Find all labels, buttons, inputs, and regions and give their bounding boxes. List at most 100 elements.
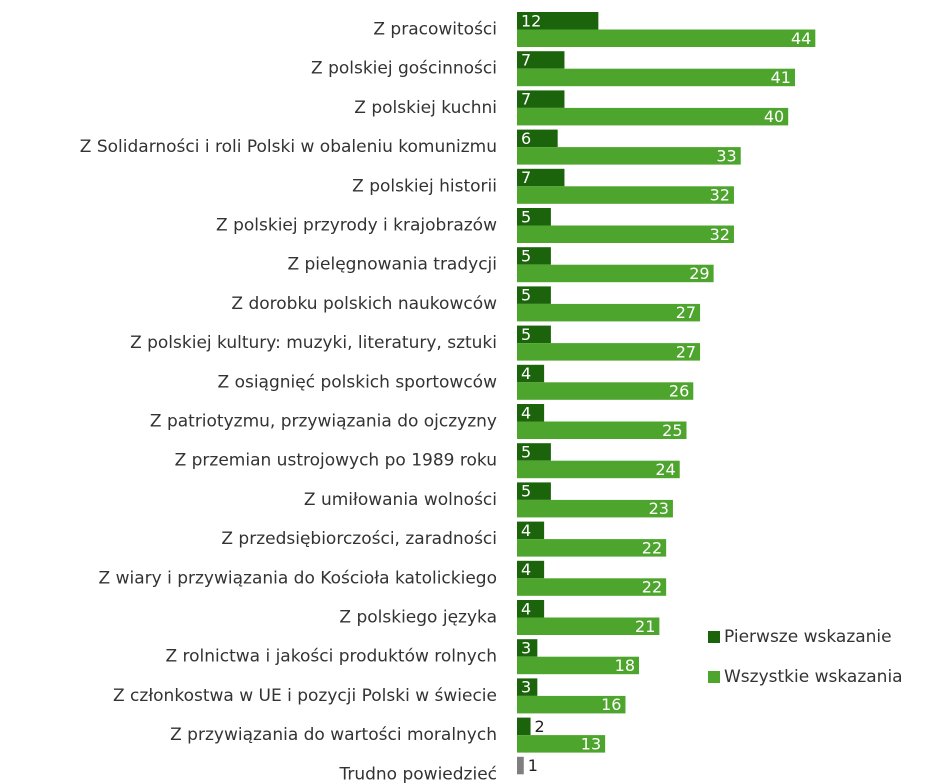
value-label: 4 [521, 364, 531, 383]
value-label: 27 [676, 303, 696, 322]
bar [517, 539, 667, 557]
bar [517, 499, 673, 518]
value-label: 5 [521, 325, 531, 344]
value-label: 13 [581, 734, 601, 753]
category-label: Z przywiązania do wartości moralnych [170, 725, 497, 745]
bar [517, 578, 667, 596]
bar [517, 482, 551, 500]
category-label: Z wiary i przywiązania do Kościoła katol… [99, 568, 497, 588]
category-label: Z pielęgnowania tradycji [287, 255, 497, 275]
category-label: Z członkostwa w UE i pozycji Polski w św… [113, 686, 497, 706]
bar [517, 717, 531, 736]
value-label: 22 [642, 538, 662, 557]
category-label: Z umiłowania wolności [304, 490, 497, 510]
value-label: 7 [521, 168, 531, 187]
value-label: 5 [521, 286, 531, 305]
category-label: Z pracowitości [373, 20, 497, 40]
value-label: 16 [601, 695, 621, 714]
value-label: 44 [791, 29, 811, 48]
bar [517, 617, 660, 635]
bar [517, 168, 565, 187]
bar [517, 521, 545, 540]
category-label: Z polskiego języka [339, 608, 497, 628]
value-label: 6 [521, 129, 531, 148]
category-label: Z rolnictwa i jakości produktów rolnych [165, 647, 497, 667]
bar [517, 756, 524, 775]
value-label: 7 [521, 50, 531, 69]
value-label: 24 [655, 460, 675, 479]
value-label: 26 [669, 382, 689, 401]
value-label: 12 [521, 11, 541, 30]
value-label: 32 [710, 225, 730, 244]
bar [517, 695, 626, 714]
value-label: 18 [615, 656, 635, 675]
category-label: Z polskiej historii [352, 176, 497, 196]
bar [517, 303, 701, 322]
category-label: Z przedsiębiorczości, zaradności [221, 529, 497, 549]
bar [517, 325, 551, 344]
value-label: 29 [689, 264, 709, 283]
bar [517, 639, 538, 657]
value-label: 40 [764, 107, 784, 126]
legend-label: Wszystkie wskazania [724, 667, 903, 687]
value-label: 4 [521, 560, 531, 579]
bar [517, 382, 694, 400]
value-label: 3 [521, 678, 531, 697]
category-label: Z polskiej gościnności [311, 59, 497, 79]
bar [517, 147, 741, 165]
value-label: 22 [642, 578, 662, 597]
value-label: 4 [521, 599, 531, 618]
bar [517, 678, 538, 696]
value-label: 33 [716, 146, 736, 165]
value-label: 5 [521, 246, 531, 265]
category-label: Z patriotyzmu, przywiązania do ojczyzny [150, 412, 497, 432]
value-label: 5 [521, 207, 531, 226]
bar [517, 68, 795, 87]
bar [517, 404, 545, 422]
value-label: 27 [676, 342, 696, 361]
bar [517, 247, 551, 265]
bar [517, 343, 701, 361]
value-label: 1 [528, 756, 538, 775]
legend-label: Pierwsze wskazanie [724, 627, 892, 647]
value-label: 4 [521, 403, 531, 422]
value-label: 41 [771, 68, 791, 87]
category-label: Z osiągnięć polskich sportowców [218, 372, 498, 392]
bar [517, 656, 640, 675]
category-label: Z przemian ustrojowych po 1989 roku [175, 451, 497, 471]
category-label: Trudno powiedzieć [338, 764, 497, 784]
value-label: 5 [521, 482, 531, 501]
bar [517, 208, 551, 226]
bar [517, 225, 734, 243]
bar [517, 443, 551, 461]
bar [517, 107, 789, 126]
value-label: 21 [635, 617, 655, 636]
bar [517, 460, 680, 479]
bar [517, 364, 545, 383]
value-label: 4 [521, 521, 531, 540]
bar [517, 51, 565, 69]
legend-swatch [708, 631, 720, 643]
bar [517, 735, 606, 753]
bar [517, 29, 816, 47]
bar [517, 286, 551, 304]
category-label: Z dorobku polskich naukowców [231, 294, 497, 314]
value-label: 5 [521, 442, 531, 461]
value-label: 23 [649, 499, 669, 518]
bar [517, 600, 545, 618]
legend-swatch [708, 671, 720, 683]
bar [517, 421, 687, 439]
category-label: Z polskiej przyrody i krajobrazów [216, 216, 497, 236]
bar [517, 186, 734, 204]
value-label: 3 [521, 638, 531, 657]
category-label: Z polskiej kuchni [354, 98, 497, 118]
category-label: Z Solidarności i roli Polski w obaleniu … [80, 137, 497, 157]
bar [517, 90, 565, 108]
category-label: Z polskiej kultury: muzyki, literatury, … [130, 333, 497, 353]
bar [517, 264, 714, 283]
value-label: 25 [662, 421, 682, 440]
bar [517, 129, 558, 148]
value-label: 7 [521, 90, 531, 109]
bar [517, 560, 545, 579]
